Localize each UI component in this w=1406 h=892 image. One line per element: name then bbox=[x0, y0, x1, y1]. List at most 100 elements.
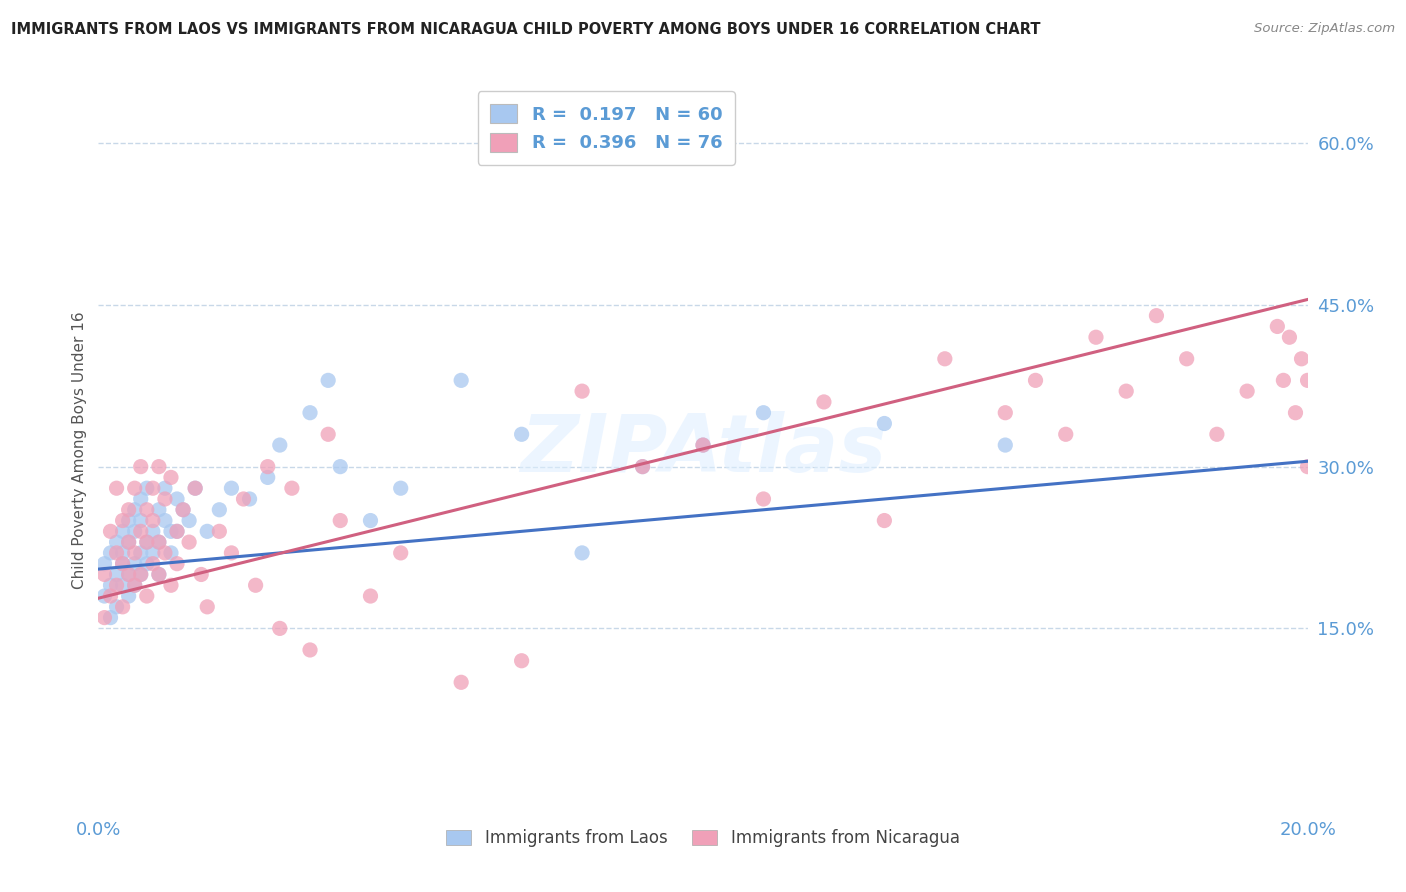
Point bbox=[124, 546, 146, 560]
Point bbox=[692, 438, 714, 452]
Point bbox=[994, 406, 1017, 420]
Point bbox=[135, 557, 157, 571]
Point bbox=[105, 546, 128, 560]
Point bbox=[299, 643, 322, 657]
Point bbox=[245, 578, 267, 592]
Point bbox=[105, 481, 128, 495]
Point bbox=[100, 610, 122, 624]
Point bbox=[510, 427, 533, 442]
Point bbox=[111, 557, 134, 571]
Point bbox=[360, 589, 382, 603]
Point bbox=[166, 524, 188, 539]
Point bbox=[105, 578, 128, 592]
Point bbox=[232, 491, 254, 506]
Point bbox=[389, 481, 412, 495]
Point bbox=[160, 524, 183, 539]
Point bbox=[934, 351, 956, 366]
Point bbox=[873, 417, 896, 431]
Legend: Immigrants from Laos, Immigrants from Nicaragua: Immigrants from Laos, Immigrants from Ni… bbox=[440, 822, 966, 854]
Point bbox=[142, 514, 165, 528]
Text: IMMIGRANTS FROM LAOS VS IMMIGRANTS FROM NICARAGUA CHILD POVERTY AMONG BOYS UNDER: IMMIGRANTS FROM LAOS VS IMMIGRANTS FROM … bbox=[11, 22, 1040, 37]
Point bbox=[148, 567, 170, 582]
Point bbox=[148, 535, 170, 549]
Point bbox=[1296, 459, 1319, 474]
Point bbox=[172, 502, 194, 516]
Point bbox=[873, 514, 896, 528]
Point bbox=[129, 567, 152, 582]
Point bbox=[1291, 351, 1313, 366]
Point bbox=[93, 589, 115, 603]
Point bbox=[184, 481, 207, 495]
Point bbox=[166, 524, 188, 539]
Point bbox=[1115, 384, 1137, 399]
Point bbox=[1272, 373, 1295, 387]
Point bbox=[184, 481, 207, 495]
Point bbox=[221, 546, 243, 560]
Point bbox=[1144, 309, 1167, 323]
Point bbox=[153, 514, 176, 528]
Point bbox=[813, 395, 835, 409]
Y-axis label: Child Poverty Among Boys Under 16: Child Poverty Among Boys Under 16 bbox=[72, 311, 87, 590]
Point bbox=[692, 438, 714, 452]
Point bbox=[124, 578, 146, 592]
Point bbox=[111, 578, 134, 592]
Point bbox=[510, 654, 533, 668]
Point bbox=[153, 491, 176, 506]
Point bbox=[100, 578, 122, 592]
Point bbox=[135, 535, 157, 549]
Point bbox=[160, 578, 183, 592]
Point bbox=[135, 589, 157, 603]
Point bbox=[1236, 384, 1258, 399]
Point bbox=[329, 459, 352, 474]
Point bbox=[571, 546, 593, 560]
Point bbox=[118, 535, 141, 549]
Point bbox=[299, 406, 322, 420]
Point bbox=[124, 481, 146, 495]
Point bbox=[450, 373, 472, 387]
Point bbox=[111, 599, 134, 614]
Point bbox=[148, 502, 170, 516]
Point bbox=[105, 567, 128, 582]
Point bbox=[124, 524, 146, 539]
Point bbox=[172, 502, 194, 516]
Point bbox=[208, 502, 231, 516]
Point bbox=[111, 514, 134, 528]
Point bbox=[450, 675, 472, 690]
Point bbox=[124, 578, 146, 592]
Point bbox=[208, 524, 231, 539]
Point bbox=[1085, 330, 1108, 344]
Point bbox=[329, 514, 352, 528]
Point bbox=[571, 384, 593, 399]
Point bbox=[752, 406, 775, 420]
Point bbox=[221, 481, 243, 495]
Point bbox=[93, 557, 115, 571]
Point bbox=[160, 470, 183, 484]
Point bbox=[142, 546, 165, 560]
Point bbox=[105, 535, 128, 549]
Point bbox=[389, 546, 412, 560]
Point bbox=[269, 621, 291, 635]
Point bbox=[142, 524, 165, 539]
Point bbox=[1278, 330, 1301, 344]
Point bbox=[148, 535, 170, 549]
Point bbox=[100, 524, 122, 539]
Point bbox=[93, 610, 115, 624]
Point bbox=[124, 557, 146, 571]
Point bbox=[118, 502, 141, 516]
Point bbox=[195, 599, 218, 614]
Point bbox=[105, 599, 128, 614]
Point bbox=[269, 438, 291, 452]
Point bbox=[316, 427, 339, 442]
Point bbox=[111, 557, 134, 571]
Point bbox=[190, 567, 212, 582]
Point bbox=[111, 524, 134, 539]
Point bbox=[1024, 373, 1046, 387]
Point bbox=[160, 546, 183, 560]
Point bbox=[316, 373, 339, 387]
Point bbox=[752, 491, 775, 506]
Point bbox=[135, 535, 157, 549]
Point bbox=[195, 524, 218, 539]
Point bbox=[100, 589, 122, 603]
Point bbox=[166, 557, 188, 571]
Point bbox=[256, 470, 278, 484]
